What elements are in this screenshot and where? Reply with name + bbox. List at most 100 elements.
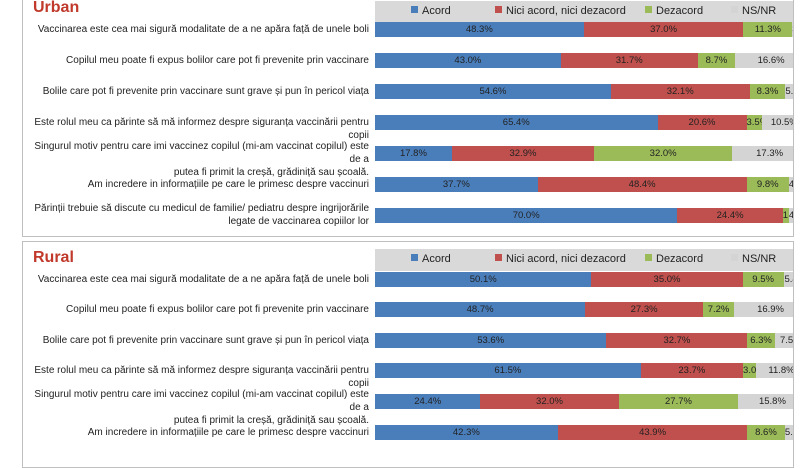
legend-swatch — [731, 254, 738, 261]
chart-legend: Acord Nici acord, nici dezacord Dezacord… — [375, 249, 793, 271]
bar-segment-dezacord: 3.0% — [743, 363, 765, 379]
row-label: Vaccinarea este cea mai sigură modalitat… — [31, 273, 369, 286]
bar-segment-acord: 48.3% — [375, 21, 584, 37]
data-label: 8.3% — [756, 85, 779, 97]
row-label-line: Copilul meu poate fi expus bolilor care … — [66, 304, 369, 316]
data-label: 1.4% — [783, 209, 793, 222]
legend-item-nici: Nici acord, nici dezacord — [495, 5, 626, 17]
bar-segment-acord: 37.7% — [375, 176, 538, 192]
stacked-bar: 65.4% 20.6% 3.5%10.5% — [375, 114, 793, 130]
legend-label: Nici acord, nici dezacord — [506, 5, 626, 17]
data-label: 3.0% — [743, 365, 765, 377]
bar-segment-acord: 54.6% — [375, 83, 611, 99]
data-label: 5.2% — [784, 426, 793, 438]
bar-segment-nici: 35.0% — [591, 271, 743, 287]
legend-item-dezacord: Dezacord — [645, 253, 703, 265]
data-label: 43.0% — [454, 54, 482, 66]
bar-segment-dezacord: 7.2% — [703, 302, 735, 318]
bar-segment-dezacord: 1.4% — [782, 207, 793, 223]
data-label: 42.3% — [452, 426, 480, 438]
chart-title: Rural — [33, 249, 74, 266]
data-label: 10.5% — [770, 116, 793, 128]
row-label-line: Vaccinarea este cea mai sigură modalitat… — [37, 23, 369, 35]
legend-label: Dezacord — [656, 5, 704, 17]
bar-segment-nici: 24.4% — [677, 207, 783, 223]
row-label-line: putea fi primit la creșă, grădiniță sau … — [173, 415, 369, 427]
data-label: 61.5% — [494, 365, 522, 377]
legend-label: Acord — [422, 5, 451, 17]
row-label: Bolile care pot fi prevenite prin vaccin… — [31, 85, 369, 98]
data-label: 8.6% — [755, 426, 777, 438]
legend-swatch — [645, 6, 652, 13]
bar-segment-nsnr: 5.2% — [784, 424, 793, 440]
row-label: Părinții trebuie să discute cu medicul d… — [31, 202, 369, 228]
bar-segment-dezacord: 11.3% — [743, 21, 793, 37]
data-label: 11.8% — [768, 365, 794, 377]
legend-swatch — [495, 254, 502, 261]
bar-segment-acord: 48.7% — [375, 302, 586, 318]
legend-item-nici: Nici acord, nici dezacord — [495, 253, 626, 265]
row-label: Vaccinarea este cea mai sigură modalitat… — [31, 23, 369, 36]
data-label: 48.4% — [628, 178, 656, 190]
bar-segment-nsnr: 16.6% — [735, 52, 793, 68]
row-label-line: Este rolul meu ca părinte să mă informez… — [34, 365, 369, 390]
data-label: 17.3% — [756, 147, 784, 159]
data-label: 37.0% — [650, 23, 678, 35]
data-label: 11.3% — [754, 23, 781, 35]
bar-segment-nsnr: 17.3% — [732, 145, 793, 161]
bar-segment-nici: 27.3% — [585, 302, 703, 318]
bar-segment-acord: 53.6% — [375, 332, 607, 348]
data-label: 6.3% — [750, 334, 772, 346]
data-label: 27.7% — [665, 395, 692, 407]
data-label: 4.2% — [788, 178, 794, 190]
chart-legend: Acord Nici acord, nici dezacord Dezacord… — [375, 1, 793, 23]
legend-swatch — [411, 254, 418, 261]
bar-segment-nici: 37.0% — [583, 21, 744, 37]
bar-segment-nici: 32.9% — [451, 145, 595, 161]
data-label: 32.1% — [666, 85, 694, 97]
bar-segment-acord: 65.4% — [375, 114, 658, 130]
stacked-bar: 24.4% 32.0% 27.7% 15.8% — [375, 393, 793, 409]
row-label: Copilul meu poate fi expus bolilor care … — [31, 54, 369, 67]
bar-segment-nici: 23.7% — [640, 363, 744, 379]
bar-segment-nsnr: 15.8% — [738, 393, 793, 409]
bar-segment-acord: 17.8% — [375, 145, 452, 161]
bar-segment-nici: 48.4% — [537, 176, 747, 192]
bar-segment-nsnr: 11.8% — [756, 363, 794, 379]
legend-item-nsnr: NS/NR — [731, 5, 776, 17]
bar-segment-acord: 61.5% — [375, 363, 641, 379]
data-label: 20.6% — [688, 116, 716, 128]
data-label: 15.8% — [758, 395, 786, 407]
row-label-line: putea fi primit la creșă, grădiniță sau … — [173, 167, 369, 178]
legend-swatch — [411, 6, 418, 13]
bar-segment-nsnr: 7.5% — [774, 332, 793, 348]
legend-item-acord: Acord — [411, 253, 451, 265]
row-label-line: Singurul motiv pentru care imi vaccinez … — [34, 141, 369, 165]
data-label: 54.6% — [479, 85, 507, 97]
bar-segment-nsnr: 3.4% — [792, 21, 793, 37]
legend-item-nsnr: NS/NR — [731, 253, 776, 265]
chart-title: Urban — [33, 0, 80, 16]
row-label: Este rolul meu ca părinte să mă informez… — [31, 116, 369, 142]
data-label: 16.6% — [757, 54, 785, 66]
data-label: 48.7% — [466, 304, 494, 316]
row-label: Am incredere in informațiile pe care le … — [31, 178, 369, 191]
stacked-bar: 42.3% 43.9% 8.6% 5.2% — [375, 424, 793, 440]
data-label: 16.9% — [757, 304, 784, 316]
urban-chart-panel: Urban Acord Nici acord, nici dezacord De… — [22, 0, 794, 237]
data-label: 9.5% — [752, 273, 774, 285]
bar-segment-acord: 42.3% — [375, 424, 558, 440]
data-label: 23.7% — [678, 365, 706, 377]
legend-label: NS/NR — [742, 253, 777, 265]
bar-segment-acord: 43.0% — [375, 52, 561, 68]
legend-label: Acord — [422, 253, 451, 265]
data-label: 50.1% — [469, 273, 497, 285]
bar-segment-nsnr: 16.9% — [734, 302, 793, 318]
legend-label: Dezacord — [656, 253, 704, 265]
row-label: Bolile care pot fi prevenite prin vaccin… — [31, 334, 369, 347]
stacked-bar: 17.8% 32.9% 32.0% 17.3% — [375, 145, 793, 161]
bar-segment-nici: 31.7% — [560, 52, 698, 68]
bar-segment-dezacord: 9.5% — [742, 271, 784, 287]
row-label-line: Singurul motiv pentru care imi vaccinez … — [34, 389, 369, 414]
bar-segment-nsnr: 4.2% — [788, 207, 793, 223]
